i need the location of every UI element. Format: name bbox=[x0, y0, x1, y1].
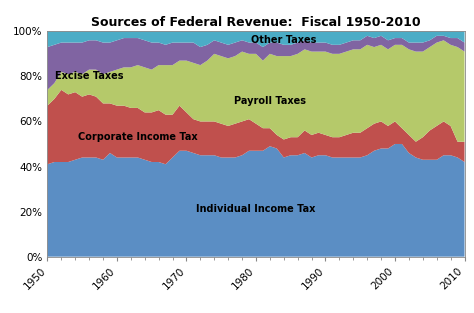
Text: Other Taxes: Other Taxes bbox=[251, 35, 317, 45]
Text: Individual Income Tax: Individual Income Tax bbox=[196, 204, 316, 214]
Title: Sources of Federal Revenue:  Fiscal 1950-2010: Sources of Federal Revenue: Fiscal 1950-… bbox=[91, 16, 421, 29]
Text: Corporate Income Tax: Corporate Income Tax bbox=[78, 132, 198, 142]
Text: Excise Taxes: Excise Taxes bbox=[55, 71, 123, 81]
Text: Payroll Taxes: Payroll Taxes bbox=[234, 96, 306, 106]
